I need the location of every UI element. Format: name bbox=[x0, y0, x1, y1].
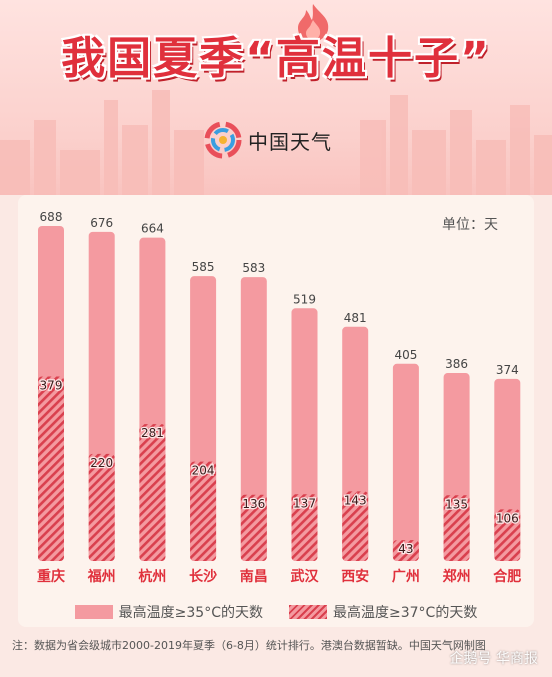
bar-37-1 bbox=[88, 453, 115, 561]
value-label-37-1: 220 bbox=[90, 456, 113, 470]
unit-label: 单位：天 bbox=[442, 217, 498, 233]
bar-37-0 bbox=[38, 376, 64, 561]
brand-logo: 中国天气 bbox=[204, 118, 332, 162]
value-label-37-9: 106 bbox=[496, 511, 519, 525]
value-label-37-2: 281 bbox=[141, 426, 164, 440]
bar-37-4 bbox=[240, 494, 267, 561]
value-label-35-8: 386 bbox=[445, 357, 468, 371]
value-label-35-4: 583 bbox=[242, 261, 265, 275]
bar-37-5 bbox=[291, 494, 318, 561]
weather-logo-icon bbox=[204, 121, 242, 159]
legend-label-37: 最高温度≥37°C的天数 bbox=[333, 605, 478, 621]
legend-swatch-37 bbox=[289, 605, 327, 619]
category-label-4: 南昌 bbox=[240, 568, 268, 585]
category-label-2: 杭州 bbox=[138, 568, 166, 585]
bar-37-2 bbox=[139, 424, 166, 561]
category-label-7: 广州 bbox=[392, 568, 420, 585]
bar-37-6 bbox=[342, 491, 369, 561]
value-label-37-4: 136 bbox=[242, 497, 265, 511]
legend-item-35: 最高温度≥35°C的天数 bbox=[74, 602, 263, 622]
value-label-37-6: 143 bbox=[344, 493, 367, 507]
value-label-37-8: 135 bbox=[445, 497, 468, 511]
value-label-35-0: 688 bbox=[40, 210, 63, 224]
legend-swatch-35 bbox=[74, 605, 113, 619]
bar-37-8 bbox=[443, 495, 470, 561]
value-label-35-2: 664 bbox=[141, 222, 164, 236]
legend-label-35: 最高温度≥35°C的天数 bbox=[118, 605, 263, 621]
bar-35-4 bbox=[240, 277, 267, 561]
bar-37-3 bbox=[190, 461, 217, 561]
bar-37-7 bbox=[392, 540, 419, 561]
legend-item-37: 最高温度≥37°C的天数 bbox=[289, 602, 477, 622]
category-label-9: 合肥 bbox=[493, 568, 521, 585]
value-label-35-5: 519 bbox=[293, 292, 316, 306]
value-label-35-3: 585 bbox=[192, 260, 215, 274]
category-label-3: 长沙 bbox=[189, 568, 217, 585]
value-label-37-3: 204 bbox=[192, 464, 215, 478]
value-label-37-0: 379 bbox=[40, 378, 63, 392]
page-title: 我国夏季“高温十子” bbox=[61, 33, 491, 84]
category-label-6: 西安 bbox=[341, 568, 369, 585]
chart-legend: 最高温度≥35°C的天数 最高温度≥37°C的天数 bbox=[0, 600, 552, 624]
bar-37-9 bbox=[494, 509, 521, 561]
city-skyline-illustration bbox=[0, 90, 552, 195]
flame-icon bbox=[298, 4, 329, 42]
footer-note: 注：数据为省会级城市2000-2019年夏季（6-8月）统计排行。港澳台数据暂缺… bbox=[12, 639, 486, 652]
category-label-0: 重庆 bbox=[37, 568, 65, 585]
value-label-37-5: 137 bbox=[293, 496, 316, 510]
value-label-37-7: 43 bbox=[398, 542, 413, 556]
brand-name: 中国天气 bbox=[248, 129, 332, 154]
header-banner: 我国夏季“高温十子” 中国天气 bbox=[0, 0, 552, 195]
watermark: 企鹅号 华商报 bbox=[449, 651, 538, 667]
bar-35-7 bbox=[392, 363, 419, 561]
value-label-35-9: 374 bbox=[496, 363, 519, 377]
value-label-35-1: 676 bbox=[90, 216, 113, 230]
category-label-8: 郑州 bbox=[443, 568, 471, 585]
value-label-35-6: 481 bbox=[344, 311, 367, 325]
category-label-5: 武汉 bbox=[291, 568, 320, 585]
category-label-1: 福州 bbox=[87, 568, 116, 585]
value-label-35-7: 405 bbox=[394, 348, 417, 362]
